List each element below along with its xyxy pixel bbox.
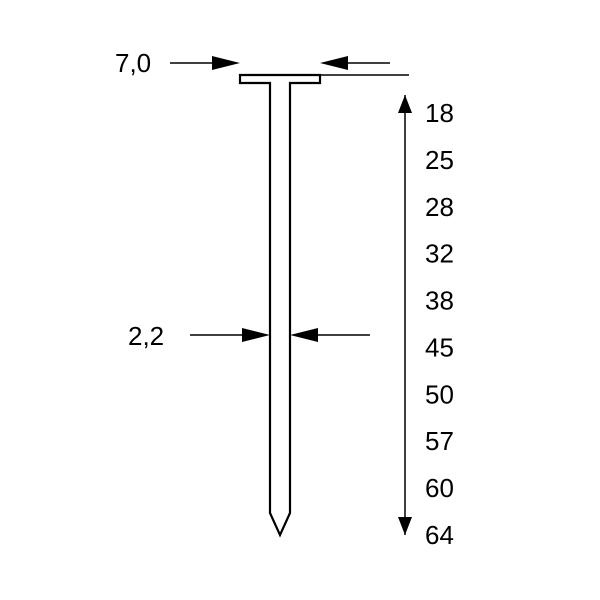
shank-width-label: 2,2 [128, 321, 164, 351]
length-scale-arrow-top [398, 95, 412, 113]
head-width-label: 7,0 [115, 48, 151, 78]
length-value: 32 [425, 239, 454, 269]
nail-outline [240, 75, 320, 535]
length-value: 64 [425, 520, 454, 550]
shank-dim-right-arrow [290, 328, 318, 342]
length-value: 18 [425, 98, 454, 128]
head-dim-right-arrow [320, 56, 348, 70]
head-dim-left-arrow [212, 56, 240, 70]
length-value: 57 [425, 426, 454, 456]
length-value: 45 [425, 332, 454, 362]
length-value: 28 [425, 192, 454, 222]
length-value: 25 [425, 145, 454, 175]
length-value: 60 [425, 473, 454, 503]
shank-dim-left-arrow [242, 328, 270, 342]
length-value: 50 [425, 379, 454, 409]
length-scale-arrow-bottom [398, 517, 412, 535]
length-value: 38 [425, 286, 454, 316]
